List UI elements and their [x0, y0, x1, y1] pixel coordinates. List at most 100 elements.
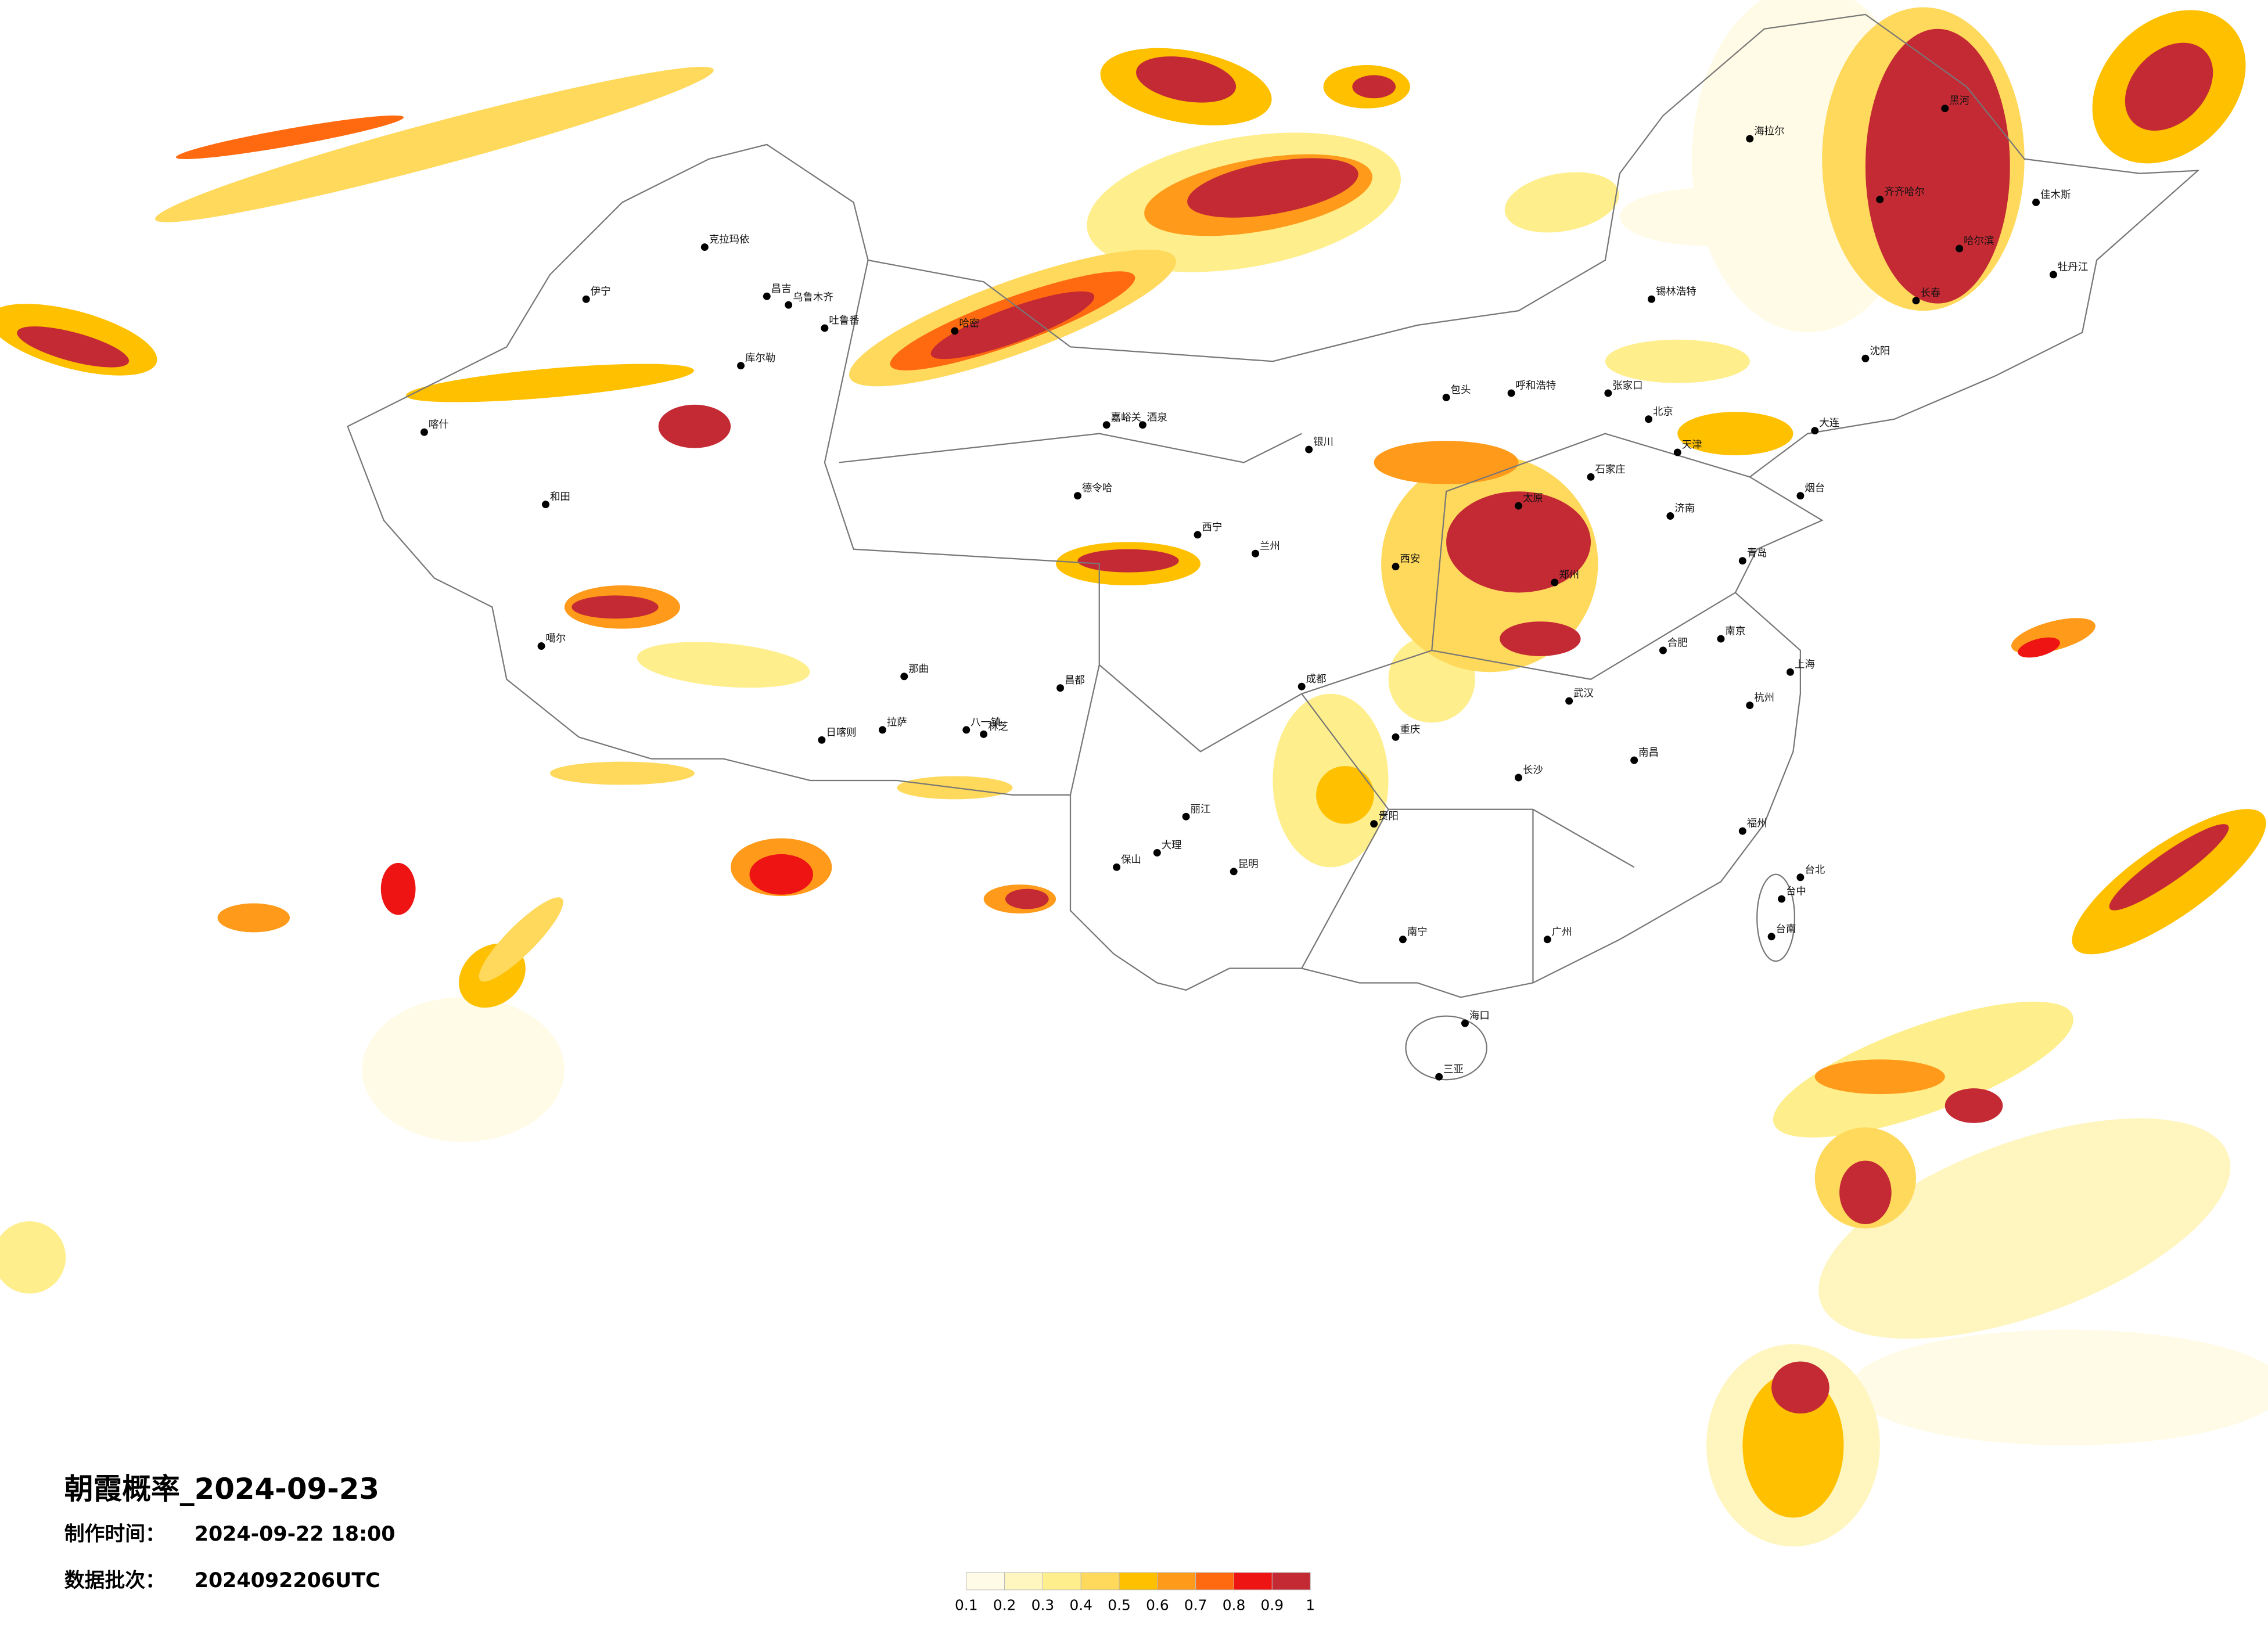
made-time: 2024-09-22 18:00	[195, 1523, 396, 1546]
city-label: 银川	[1313, 437, 1334, 448]
city-label: 青岛	[1747, 548, 1767, 559]
city-label: 丽江	[1191, 804, 1211, 815]
probability-area	[1677, 412, 1793, 455]
probability-area	[572, 595, 659, 619]
legend-swatch	[1119, 1572, 1158, 1591]
city-dot	[1767, 933, 1775, 941]
city-dot	[1056, 684, 1065, 692]
city-dot	[700, 243, 709, 251]
city-label: 南京	[1725, 626, 1745, 638]
city-dot	[1392, 733, 1400, 741]
city-dot	[1717, 635, 1725, 643]
city-label: 太原	[1523, 493, 1543, 505]
city-label: 库尔勒	[745, 352, 775, 364]
city-dot	[1113, 863, 1121, 871]
city-label: 大理	[1162, 840, 1182, 851]
city-dot	[542, 501, 549, 509]
city-dot	[1370, 820, 1378, 828]
probability-area	[1504, 172, 1619, 233]
city-label: 天津	[1682, 440, 1702, 451]
island-outline	[1405, 1015, 1487, 1081]
city-dot	[1182, 812, 1190, 821]
city-dot	[537, 642, 545, 650]
city-dot	[1297, 682, 1306, 690]
probability-layer	[0, 0, 2268, 1547]
city-dot	[1392, 563, 1400, 571]
city-label: 佳木斯	[2040, 189, 2071, 201]
legend-tick-label: 0.5	[1108, 1597, 1131, 1614]
city-label: 昆明	[1238, 858, 1259, 870]
city-dot	[1543, 936, 1551, 944]
city-dot	[1786, 668, 1794, 676]
probability-area	[2109, 824, 2229, 911]
city-dot	[1230, 868, 1238, 876]
city-dot	[980, 730, 988, 738]
city-dot	[818, 736, 826, 744]
city-label: 台南	[1776, 923, 1796, 935]
city-label: 锡林浩特	[1656, 286, 1696, 298]
city-label: 哈尔滨	[1964, 236, 1994, 247]
city-dot	[737, 362, 745, 370]
city-label: 哈密	[959, 318, 979, 329]
city-dot	[1738, 557, 1746, 565]
city-label: 三亚	[1443, 1064, 1464, 1075]
legend: 0.1 0.2 0.3 0.4 0.5 0.6 0.7 0.8 0.9 1	[955, 1572, 1315, 1614]
probability-area	[1500, 621, 1581, 656]
probability-area	[1187, 158, 1358, 218]
city-dot	[1796, 873, 1805, 882]
city-dot	[1252, 549, 1260, 557]
legend-swatch	[966, 1572, 1005, 1591]
city-dot	[1507, 389, 1515, 397]
city-label: 克拉玛依	[709, 234, 750, 246]
city-label: 和田	[550, 491, 570, 503]
city-label: 福州	[1747, 818, 1767, 830]
island-outline	[1756, 873, 1796, 962]
city-dot	[1861, 354, 1870, 362]
city-dot	[1659, 646, 1667, 654]
legend-swatch	[1195, 1572, 1235, 1591]
city-label: 成都	[1306, 674, 1327, 685]
city-label: 南昌	[1638, 747, 1659, 759]
city-label: 沈阳	[1870, 346, 1890, 357]
legend-tick-label: 0.6	[1146, 1597, 1169, 1614]
probability-area	[1771, 1361, 1830, 1414]
city-label: 石家庄	[1595, 464, 1625, 476]
city-label: 合肥	[1667, 638, 1688, 649]
city-label: 上海	[1795, 659, 1815, 671]
city-label: 海口	[1469, 1010, 1490, 1022]
city-label: 长沙	[1523, 765, 1543, 776]
legend-swatch	[1157, 1572, 1196, 1591]
probability-area	[549, 761, 695, 785]
probability-area	[217, 903, 290, 933]
city-label: 济南	[1674, 503, 1695, 515]
city-dot	[1399, 936, 1407, 944]
city-label: 兰州	[1260, 541, 1280, 552]
city-label: 西宁	[1202, 521, 1222, 533]
city-label: 那曲	[908, 663, 929, 675]
probability-area	[1818, 1118, 2231, 1339]
city-dot	[1956, 244, 1964, 253]
legend-tick-label: 0.2	[993, 1597, 1016, 1614]
legend-tick-label: 0.8	[1223, 1597, 1246, 1614]
legend-swatch	[1004, 1572, 1043, 1591]
probability-area	[749, 854, 813, 895]
city-dot	[1604, 389, 1612, 397]
city-label: 北京	[1653, 406, 1673, 418]
city-dot	[785, 301, 793, 309]
legend-swatch	[1080, 1572, 1120, 1591]
country-outline	[347, 13, 2200, 998]
city-dot	[2049, 271, 2057, 279]
city-dot	[900, 672, 908, 681]
city-label: 拉萨	[887, 717, 907, 728]
city-label: 杭州	[1754, 692, 1774, 704]
city-dot	[1138, 421, 1146, 429]
city-dot	[1442, 393, 1450, 401]
city-dot	[1648, 295, 1655, 303]
probability-area	[154, 67, 714, 222]
legend-tick-label: 0.9	[1261, 1597, 1284, 1614]
city-dot	[1587, 473, 1595, 481]
probability-area	[1077, 549, 1179, 573]
city-label: 喀什	[429, 419, 449, 431]
city-dot	[1153, 848, 1161, 857]
